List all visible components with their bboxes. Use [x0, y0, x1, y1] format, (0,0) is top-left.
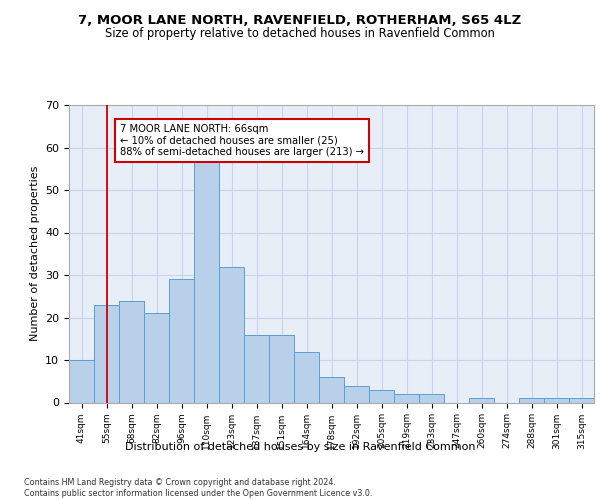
Bar: [194, 152, 219, 403]
Bar: [419, 394, 444, 402]
Text: Size of property relative to detached houses in Ravenfield Common: Size of property relative to detached ho…: [105, 28, 495, 40]
Bar: [269, 334, 294, 402]
Text: Contains HM Land Registry data © Crown copyright and database right 2024.
Contai: Contains HM Land Registry data © Crown c…: [24, 478, 373, 498]
Bar: [219, 266, 244, 402]
Bar: [544, 398, 569, 402]
Text: Distribution of detached houses by size in Ravenfield Common: Distribution of detached houses by size …: [125, 442, 475, 452]
Bar: [119, 300, 144, 402]
Text: 7 MOOR LANE NORTH: 66sqm
← 10% of detached houses are smaller (25)
88% of semi-d: 7 MOOR LANE NORTH: 66sqm ← 10% of detach…: [120, 124, 364, 158]
Bar: [569, 398, 594, 402]
Bar: [244, 334, 269, 402]
Text: 7, MOOR LANE NORTH, RAVENFIELD, ROTHERHAM, S65 4LZ: 7, MOOR LANE NORTH, RAVENFIELD, ROTHERHA…: [79, 14, 521, 27]
Bar: [469, 398, 494, 402]
Bar: [294, 352, 319, 403]
Bar: [344, 386, 369, 402]
Bar: [319, 377, 344, 402]
Bar: [369, 390, 394, 402]
Bar: [144, 313, 169, 402]
Bar: [169, 279, 194, 402]
Bar: [394, 394, 419, 402]
Bar: [519, 398, 544, 402]
Y-axis label: Number of detached properties: Number of detached properties: [29, 166, 40, 342]
Bar: [94, 304, 119, 402]
Bar: [69, 360, 94, 403]
